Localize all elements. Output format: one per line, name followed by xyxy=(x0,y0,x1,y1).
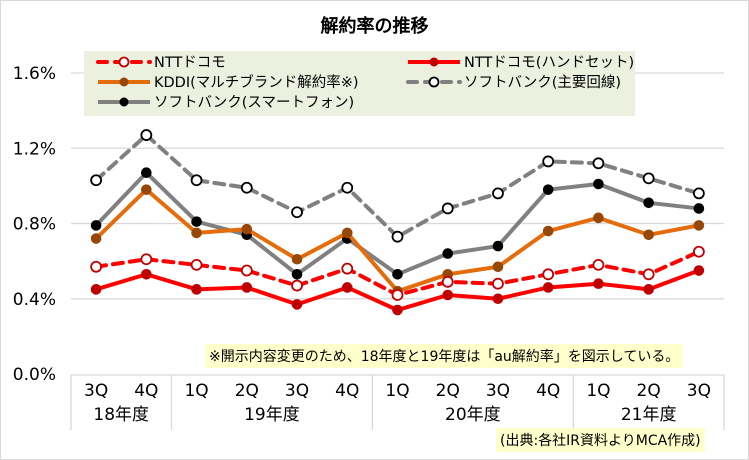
x-tick-label: 1Q xyxy=(385,381,409,401)
data-point xyxy=(692,187,705,200)
data-point xyxy=(392,304,403,316)
legend-marker xyxy=(118,56,130,68)
y-tick-label: 0.4% xyxy=(13,290,56,310)
data-point xyxy=(90,260,103,273)
data-point xyxy=(90,284,102,295)
x-tick-label: 4Q xyxy=(134,381,158,401)
data-point xyxy=(592,258,605,271)
data-point xyxy=(441,275,454,288)
x-tick-label: 2Q xyxy=(436,381,460,401)
data-point xyxy=(642,268,655,281)
data-point xyxy=(441,202,454,215)
data-point xyxy=(593,178,604,190)
data-point xyxy=(241,282,253,293)
data-point xyxy=(191,227,202,239)
chart-title: 解約率の推移 xyxy=(320,16,429,37)
x-group-label: 20年度 xyxy=(445,405,501,425)
data-point xyxy=(542,268,555,281)
y-tick-label: 0.0% xyxy=(13,365,56,385)
data-point xyxy=(90,220,102,231)
data-point xyxy=(542,155,555,168)
x-tick-label: 3Q xyxy=(486,381,510,401)
legend-marker xyxy=(119,77,129,87)
x-tick-label: 3Q xyxy=(687,381,711,401)
annotation-note: ※開示内容変更のため、18年度と19年度は「au解約率」を図示している。 xyxy=(205,344,684,368)
data-point xyxy=(190,174,203,187)
data-point xyxy=(492,293,504,305)
x-tick-label: 3Q xyxy=(285,381,309,401)
data-point xyxy=(291,268,303,280)
data-point xyxy=(643,197,654,209)
legend-marker xyxy=(428,76,440,88)
data-point xyxy=(593,212,604,224)
legend-label: ソフトバンク(スマートフォン) xyxy=(154,94,354,111)
data-point xyxy=(141,268,152,280)
data-point xyxy=(392,268,403,280)
x-tick-label: 4Q xyxy=(335,381,359,401)
data-point xyxy=(291,299,303,310)
data-point xyxy=(391,289,404,301)
data-point xyxy=(140,129,153,141)
data-point xyxy=(693,220,705,231)
data-point xyxy=(141,167,152,179)
data-point xyxy=(492,240,504,252)
data-point xyxy=(542,282,554,293)
x-tick-label: 2Q xyxy=(637,381,661,401)
data-point xyxy=(542,225,554,237)
data-point xyxy=(140,253,153,266)
annotation-source: (出典:各社IR資料よりMCA作成) xyxy=(496,428,705,452)
data-point xyxy=(642,172,655,185)
data-point xyxy=(291,253,303,265)
data-point xyxy=(492,261,504,273)
data-point xyxy=(692,245,705,258)
legend-label: ソフトバンク(主要回線) xyxy=(464,74,621,91)
y-tick-label: 0.8% xyxy=(13,215,56,235)
data-point xyxy=(593,278,604,290)
data-point xyxy=(241,223,253,235)
data-point xyxy=(240,264,253,277)
data-point xyxy=(442,289,454,301)
x-group-label: 18年度 xyxy=(93,405,149,425)
data-point xyxy=(542,184,554,195)
legend-label: NTTドコモ xyxy=(154,55,226,71)
data-point xyxy=(592,157,605,170)
data-point xyxy=(643,284,654,295)
data-point xyxy=(141,184,152,195)
legend-box xyxy=(84,51,635,116)
data-point xyxy=(693,203,705,214)
data-point xyxy=(341,262,354,275)
data-point xyxy=(191,216,202,227)
data-point xyxy=(341,181,354,194)
data-point xyxy=(291,206,303,219)
data-point xyxy=(240,181,253,194)
data-point xyxy=(492,277,504,290)
y-tick-label: 1.6% xyxy=(13,64,56,84)
data-point xyxy=(90,174,103,187)
data-point xyxy=(391,230,404,243)
x-group-label: 19年度 xyxy=(244,405,300,425)
data-point xyxy=(693,265,705,276)
x-tick-label: 4Q xyxy=(536,381,560,401)
data-point xyxy=(191,284,202,295)
data-point xyxy=(341,282,353,293)
x-tick-label: 1Q xyxy=(184,381,208,401)
x-tick-label: 1Q xyxy=(586,381,610,401)
data-point xyxy=(492,187,504,200)
legend-marker xyxy=(429,57,439,67)
x-tick-label: 3Q xyxy=(84,381,108,401)
data-point xyxy=(90,233,102,244)
x-tick-label: 2Q xyxy=(235,381,259,401)
x-group-label: 21年度 xyxy=(621,405,677,425)
data-point xyxy=(341,227,353,239)
legend-label: KDDI(マルチブランド解約率※) xyxy=(154,73,359,91)
legend-marker xyxy=(119,97,129,107)
data-point xyxy=(190,258,203,271)
legend-label: NTTドコモ(ハンドセット) xyxy=(464,55,634,71)
y-tick-label: 1.2% xyxy=(13,139,56,159)
data-point xyxy=(643,229,654,241)
data-point xyxy=(442,248,454,259)
data-point xyxy=(291,279,303,292)
